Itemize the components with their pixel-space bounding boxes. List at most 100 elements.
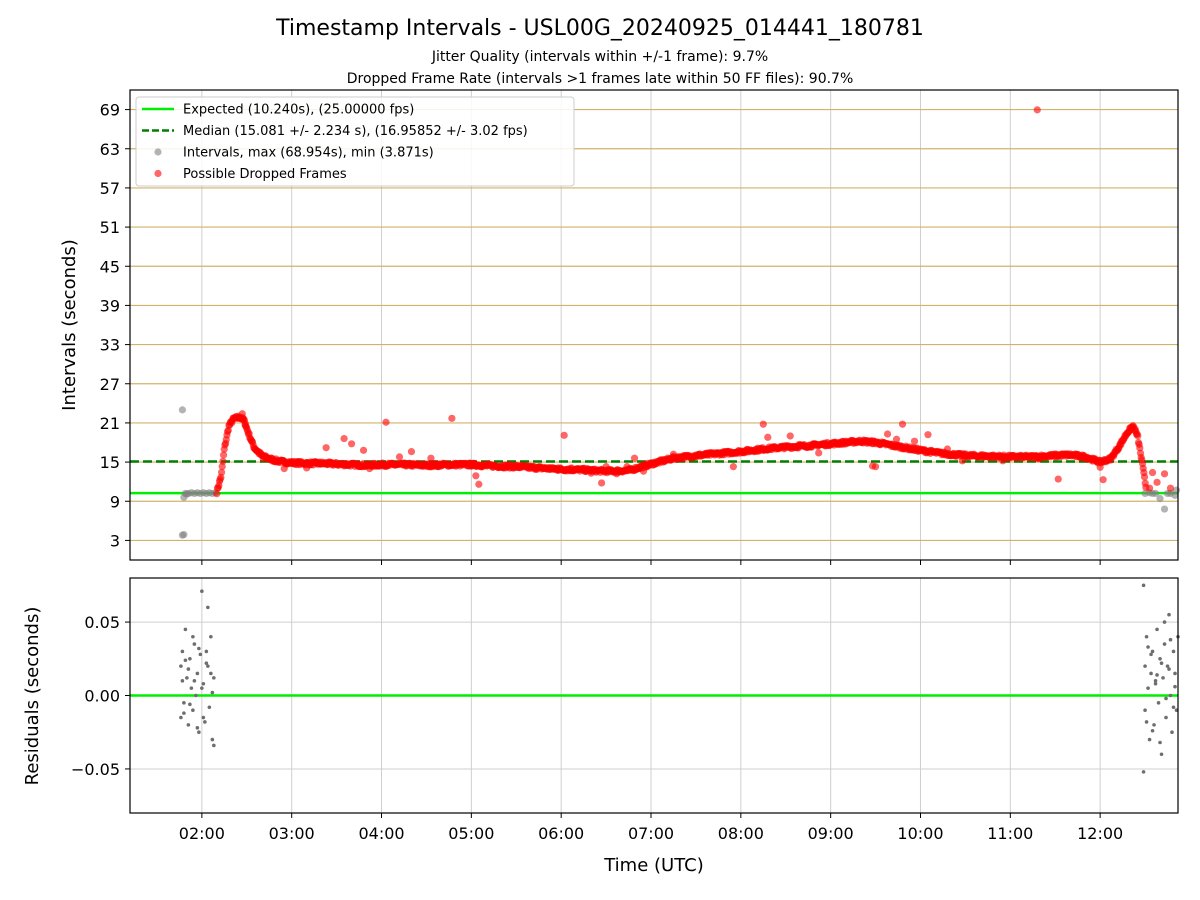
dropped-frame-point <box>1054 475 1062 483</box>
residual-point <box>206 664 210 668</box>
residual-point <box>179 664 183 668</box>
dropped-frame-point <box>924 431 932 439</box>
dropped-frame-point <box>764 433 772 441</box>
residual-point <box>191 708 195 712</box>
dropped-frame-point <box>958 457 967 465</box>
residuals-ylabel: Residuals (seconds) <box>22 607 43 786</box>
dropped-frame-point <box>1145 484 1154 492</box>
dropped-frame-point <box>943 445 952 453</box>
dropped-frame-point <box>759 420 767 428</box>
dropped-frame-point <box>554 464 562 472</box>
residual-point <box>1141 583 1146 588</box>
dropped-frame-point <box>475 480 483 488</box>
dropped-frame-point <box>1148 468 1157 477</box>
residual-point <box>1167 612 1171 617</box>
residual-point <box>1143 708 1147 712</box>
residual-point <box>201 715 206 720</box>
legend-marker-swatch <box>154 148 162 156</box>
residual-point <box>1150 728 1155 733</box>
dropped-frame-point <box>359 446 368 454</box>
residual-point <box>1152 723 1156 727</box>
residual-point <box>179 715 183 720</box>
intervals-y-tick-label: 27 <box>100 375 120 394</box>
dropped-frame-point <box>340 434 348 443</box>
dropped-frame-point <box>219 457 227 465</box>
dropped-frame-point <box>407 448 416 456</box>
intervals-y-tick-label: 15 <box>100 453 120 472</box>
residual-point <box>1170 730 1174 735</box>
x-tick-label: 11:00 <box>987 824 1033 843</box>
dropped-frame-point <box>1140 473 1149 481</box>
residual-point <box>206 605 210 610</box>
residual-point <box>1147 737 1152 742</box>
residual-point <box>186 667 191 671</box>
dropped-frame-point <box>898 420 907 428</box>
dropped-frame-point <box>515 463 523 471</box>
residual-point <box>1146 686 1150 690</box>
legend-entry-label: Expected (10.240s), (25.00000 fps) <box>183 103 414 118</box>
dropped-frame-point <box>1136 444 1144 452</box>
dropped-frame-point <box>587 469 595 477</box>
residual-point <box>1153 679 1158 683</box>
dropped-frame-point <box>238 410 246 418</box>
interval-point <box>180 530 188 539</box>
intervals-y-tick-label: 63 <box>100 140 120 159</box>
dropped-frame-point <box>1166 484 1175 492</box>
residual-point <box>200 589 204 594</box>
residual-point <box>1158 656 1162 661</box>
residuals-y-tick-label: 0.05 <box>84 613 120 632</box>
residual-point <box>1143 664 1147 668</box>
dropped-frame-point <box>219 451 228 459</box>
dropped-frame-point <box>639 467 648 475</box>
residual-point <box>212 676 216 680</box>
dropped-frame-point <box>1099 476 1107 484</box>
dropped-frame-point <box>382 418 390 426</box>
residual-point <box>1171 705 1176 710</box>
residual-point <box>1171 649 1176 654</box>
jitter-quality-subtitle: Jitter Quality (intervals within +/-1 fr… <box>431 49 769 65</box>
dropped-frame-point <box>871 463 880 471</box>
dropped-frame-point <box>598 479 606 487</box>
chart-title: Timestamp Intervals - USL00G_20240925_01… <box>276 16 924 41</box>
dropped-frame-point <box>568 464 576 472</box>
intervals-points <box>178 106 1181 539</box>
dropped-frame-point <box>213 490 221 498</box>
dropped-frame-point <box>973 453 981 461</box>
dropped-frame-point <box>303 464 311 472</box>
residual-point <box>204 661 209 665</box>
interval-point <box>1156 495 1164 503</box>
residual-point <box>1150 649 1155 654</box>
dropped-frame-point <box>395 453 404 461</box>
intervals-y-tick-label: 21 <box>100 414 120 433</box>
residual-point <box>188 656 192 661</box>
residual-point <box>210 737 215 742</box>
residual-point <box>189 686 194 690</box>
legend-entry-label: Intervals, max (68.954s), min (3.871s) <box>183 146 434 161</box>
dropped-frame-point <box>322 444 330 452</box>
dropped-frame-point <box>434 463 443 471</box>
x-tick-label: 10:00 <box>897 824 943 843</box>
interval-point <box>1160 505 1169 513</box>
legend-marker-swatch <box>154 169 162 178</box>
dropped-frame-point <box>786 432 794 440</box>
residual-point <box>209 634 213 639</box>
intervals-y-tick-label: 51 <box>100 218 120 237</box>
residual-point <box>192 679 197 683</box>
residual-point <box>1173 684 1177 689</box>
dropped-frame-point <box>1134 432 1142 440</box>
residual-point <box>1162 642 1167 646</box>
residual-point <box>191 634 195 639</box>
x-tick-label: 07:00 <box>628 824 674 843</box>
dropped-frame-point <box>623 463 631 471</box>
residual-point <box>1155 627 1159 632</box>
residual-point <box>180 679 185 683</box>
residual-point <box>1146 645 1150 649</box>
intervals-y-tick-label: 9 <box>110 492 120 511</box>
residual-point <box>194 693 198 698</box>
dropped-frame-point <box>1035 455 1043 463</box>
x-tick-label: 12:00 <box>1077 824 1123 843</box>
residual-point <box>209 671 213 676</box>
residual-point <box>200 686 204 690</box>
residual-point <box>1162 620 1167 624</box>
